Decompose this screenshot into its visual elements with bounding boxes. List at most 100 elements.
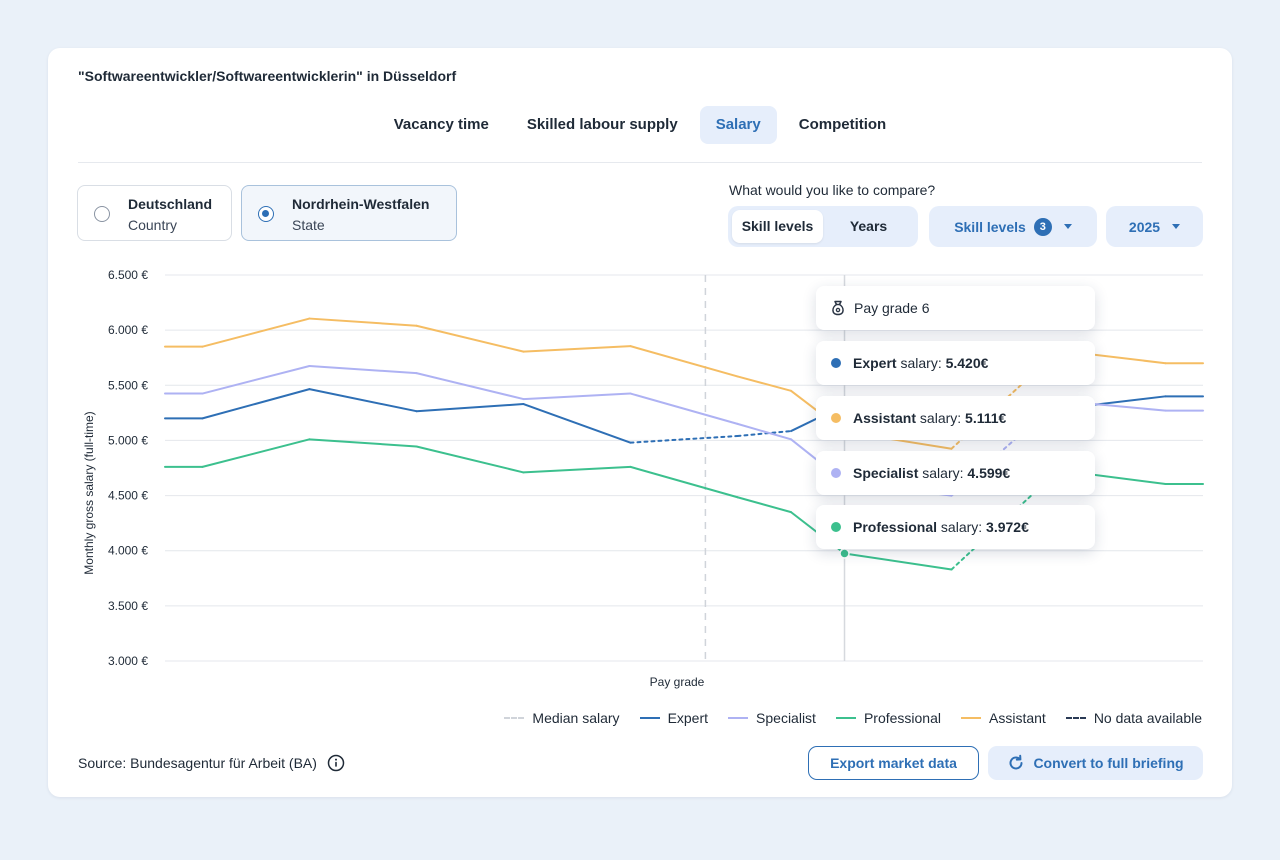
legend-item-specialist[interactable]: Specialist bbox=[728, 710, 816, 726]
source-note: Source: Bundesagentur für Arbeit (BA) bbox=[78, 754, 345, 772]
series-segment-assistant bbox=[629, 345, 739, 378]
info-icon[interactable] bbox=[327, 754, 345, 772]
legend-swatch bbox=[835, 717, 856, 719]
no-data-segment-expert bbox=[629, 435, 739, 444]
tooltip-header: Pay grade 6 bbox=[816, 286, 1095, 330]
divider bbox=[78, 162, 1202, 163]
radio-button[interactable] bbox=[94, 206, 110, 222]
series-segment-specialist bbox=[629, 392, 739, 425]
series-segment-assistant bbox=[308, 317, 418, 327]
legend-item-assistant[interactable]: Assistant bbox=[961, 710, 1046, 726]
y-tick-label: 4.500 € bbox=[108, 489, 148, 503]
legend-label: Assistant bbox=[989, 710, 1046, 726]
tooltip-suffix: salary: bbox=[896, 355, 946, 371]
series-segment-professional bbox=[629, 465, 739, 499]
region-name: Deutschland bbox=[128, 196, 213, 212]
series-segment-assistant bbox=[736, 375, 793, 392]
export-market-data-button[interactable]: Export market data bbox=[808, 746, 979, 780]
region-selector: Deutschland Country Nordrhein-Westfalen … bbox=[77, 185, 457, 241]
series-dot bbox=[831, 468, 841, 478]
tooltip-row-specialist: Specialist salary: 4.599€ bbox=[816, 451, 1095, 495]
series-segment-professional bbox=[201, 438, 311, 468]
tab-competition[interactable]: Competition bbox=[798, 116, 887, 133]
series-segment-assistant bbox=[522, 345, 632, 353]
series-segment-expert bbox=[415, 403, 525, 413]
series-segment-professional bbox=[522, 465, 632, 474]
tooltip-title: Pay grade 6 bbox=[854, 300, 930, 316]
tooltip-text: Specialist salary: 4.599€ bbox=[853, 465, 1010, 481]
tooltip-row-expert: Expert salary: 5.420€ bbox=[816, 341, 1095, 385]
tab-skilled-labour-supply[interactable]: Skilled labour supply bbox=[526, 116, 678, 133]
series-segment-professional bbox=[736, 496, 793, 514]
dropdown-label: Skill levels bbox=[954, 218, 1026, 235]
salary-card: "Softwareentwickler/Softwareentwicklerin… bbox=[48, 48, 1232, 797]
legend-item-median[interactable]: Median salary bbox=[504, 710, 620, 726]
series-segment-professional bbox=[843, 552, 953, 571]
tab-salary[interactable]: Salary bbox=[699, 106, 777, 144]
region-option-state[interactable]: Nordrhein-Westfalen State bbox=[241, 185, 457, 241]
legend-swatch bbox=[504, 717, 525, 719]
tooltip-row-assistant: Assistant salary: 5.111€ bbox=[816, 396, 1095, 440]
y-tick-label: 3.000 € bbox=[108, 654, 148, 668]
convert-to-full-briefing-button[interactable]: Convert to full briefing bbox=[988, 746, 1203, 780]
series-segment-assistant bbox=[415, 324, 525, 353]
tooltip-value: 5.420€ bbox=[945, 355, 989, 371]
legend-label: Professional bbox=[863, 710, 941, 726]
segment-years[interactable]: Years bbox=[849, 218, 888, 234]
compare-label: What would you like to compare? bbox=[729, 182, 936, 198]
caret-down-icon bbox=[1063, 224, 1072, 229]
skill-levels-dropdown[interactable]: Skill levels 3 bbox=[929, 206, 1097, 247]
tooltip-value: 5.111€ bbox=[965, 410, 1007, 426]
region-option-country[interactable]: Deutschland Country bbox=[77, 185, 232, 241]
series-segment-expert bbox=[201, 388, 311, 420]
y-axis-label: Monthly gross salary (full-time) bbox=[82, 411, 96, 574]
legend-swatch bbox=[728, 717, 749, 719]
legend-item-expert[interactable]: Expert bbox=[639, 710, 709, 726]
series-segment-professional bbox=[415, 445, 525, 474]
refresh-icon bbox=[1009, 754, 1023, 770]
tooltip-text: Assistant salary: 5.111€ bbox=[853, 410, 1006, 426]
legend-label: Specialist bbox=[756, 710, 816, 726]
tooltip-suffix: salary: bbox=[916, 410, 966, 426]
series-segment-professional bbox=[308, 438, 418, 448]
tooltip-level: Professional bbox=[853, 519, 938, 535]
series-segment-specialist bbox=[308, 364, 418, 375]
series-segment-assistant bbox=[201, 317, 311, 348]
tooltip-suffix: salary: bbox=[937, 519, 987, 535]
tooltip-level: Specialist bbox=[853, 465, 919, 481]
year-dropdown[interactable]: 2025 bbox=[1106, 206, 1203, 247]
legend-label: Expert bbox=[667, 710, 709, 726]
tooltip-level: Assistant bbox=[853, 410, 917, 426]
radio-button-selected[interactable] bbox=[258, 206, 274, 222]
tooltip-row-professional: Professional salary: 3.972€ bbox=[816, 505, 1095, 549]
series-segment-specialist bbox=[522, 392, 632, 401]
region-name: Nordrhein-Westfalen bbox=[292, 196, 430, 212]
legend-swatch bbox=[961, 717, 981, 719]
count-badge: 3 bbox=[1033, 217, 1052, 236]
caret-down-icon bbox=[1172, 224, 1181, 229]
y-tick-label: 5.000 € bbox=[108, 433, 148, 447]
legend-item-no-data[interactable]: No data available bbox=[1065, 710, 1202, 726]
tooltip-value: 3.972€ bbox=[986, 519, 1029, 535]
source-text: Source: Bundesagentur für Arbeit (BA) bbox=[78, 755, 317, 771]
series-segment-specialist bbox=[201, 364, 311, 395]
legend-label: Median salary bbox=[532, 710, 620, 726]
dropdown-label: 2025 bbox=[1128, 218, 1161, 235]
series-segment-expert bbox=[522, 403, 632, 444]
tooltip-text: Expert salary: 5.420€ bbox=[853, 355, 988, 371]
y-tick-label: 6.000 € bbox=[108, 323, 148, 337]
legend-swatch bbox=[1065, 717, 1086, 719]
chart-legend: Median salary Expert Specialist Professi… bbox=[504, 710, 1202, 726]
series-segment-expert bbox=[308, 388, 418, 413]
money-bag-icon bbox=[832, 300, 844, 316]
series-dot bbox=[831, 413, 841, 423]
region-type: Country bbox=[128, 217, 178, 233]
segment-skill-levels[interactable]: Skill levels bbox=[732, 210, 823, 243]
legend-item-professional[interactable]: Professional bbox=[835, 710, 941, 726]
tooltip-text: Professional salary: 3.972€ bbox=[853, 519, 1029, 535]
series-dot bbox=[831, 522, 841, 532]
no-data-segment-expert bbox=[736, 430, 793, 438]
tab-vacancy-time[interactable]: Vacancy time bbox=[393, 116, 489, 133]
button-label: Convert to full briefing bbox=[1033, 755, 1184, 771]
y-tick-label: 5.500 € bbox=[108, 378, 148, 392]
